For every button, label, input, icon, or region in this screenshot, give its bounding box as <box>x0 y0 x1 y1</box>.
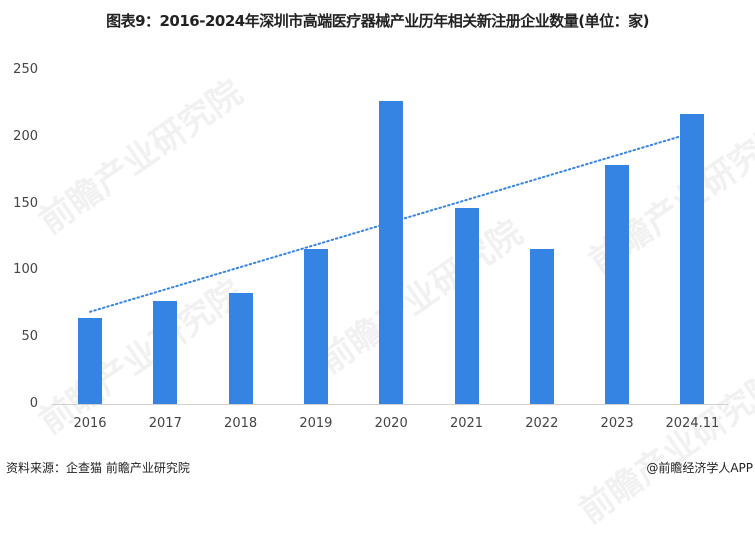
x-axis-line <box>52 404 728 405</box>
credit-note: @前瞻经济学人APP <box>646 461 753 475</box>
y-tick-label: 100 <box>13 262 38 278</box>
bar <box>454 207 479 404</box>
x-tick-label: 2023 <box>600 416 634 431</box>
x-tick-label: 2019 <box>299 416 333 431</box>
x-tick-label: 2021 <box>449 416 484 431</box>
x-tick-label: 2020 <box>374 416 408 431</box>
chart-title: 图表9：2016-2024年深圳市高端医疗器械产业历年相关新注册企业数量(单位：… <box>106 12 649 30</box>
x-tick-label: 2016 <box>73 416 107 431</box>
y-tick-label: 150 <box>13 195 38 211</box>
bar <box>680 114 705 404</box>
x-tick-label: 2018 <box>224 416 258 431</box>
x-tick-label: 2017 <box>148 416 182 431</box>
source-note: 资料来源：企查猫 前瞻产业研究院 <box>6 461 190 475</box>
y-tick-label: 250 <box>13 62 38 77</box>
y-tick-label: 50 <box>21 329 38 345</box>
bar <box>228 293 253 404</box>
bar <box>153 301 178 404</box>
x-tick-label: 2024.11 <box>665 416 720 431</box>
x-tick-label: 2022 <box>525 416 559 431</box>
bar <box>78 318 102 404</box>
bar <box>303 249 328 404</box>
bar <box>529 249 554 404</box>
bar <box>605 164 630 404</box>
y-tick-label: 200 <box>13 128 38 144</box>
bar <box>379 100 404 404</box>
y-tick-label: 0 <box>29 396 38 411</box>
trendline <box>89 131 694 313</box>
